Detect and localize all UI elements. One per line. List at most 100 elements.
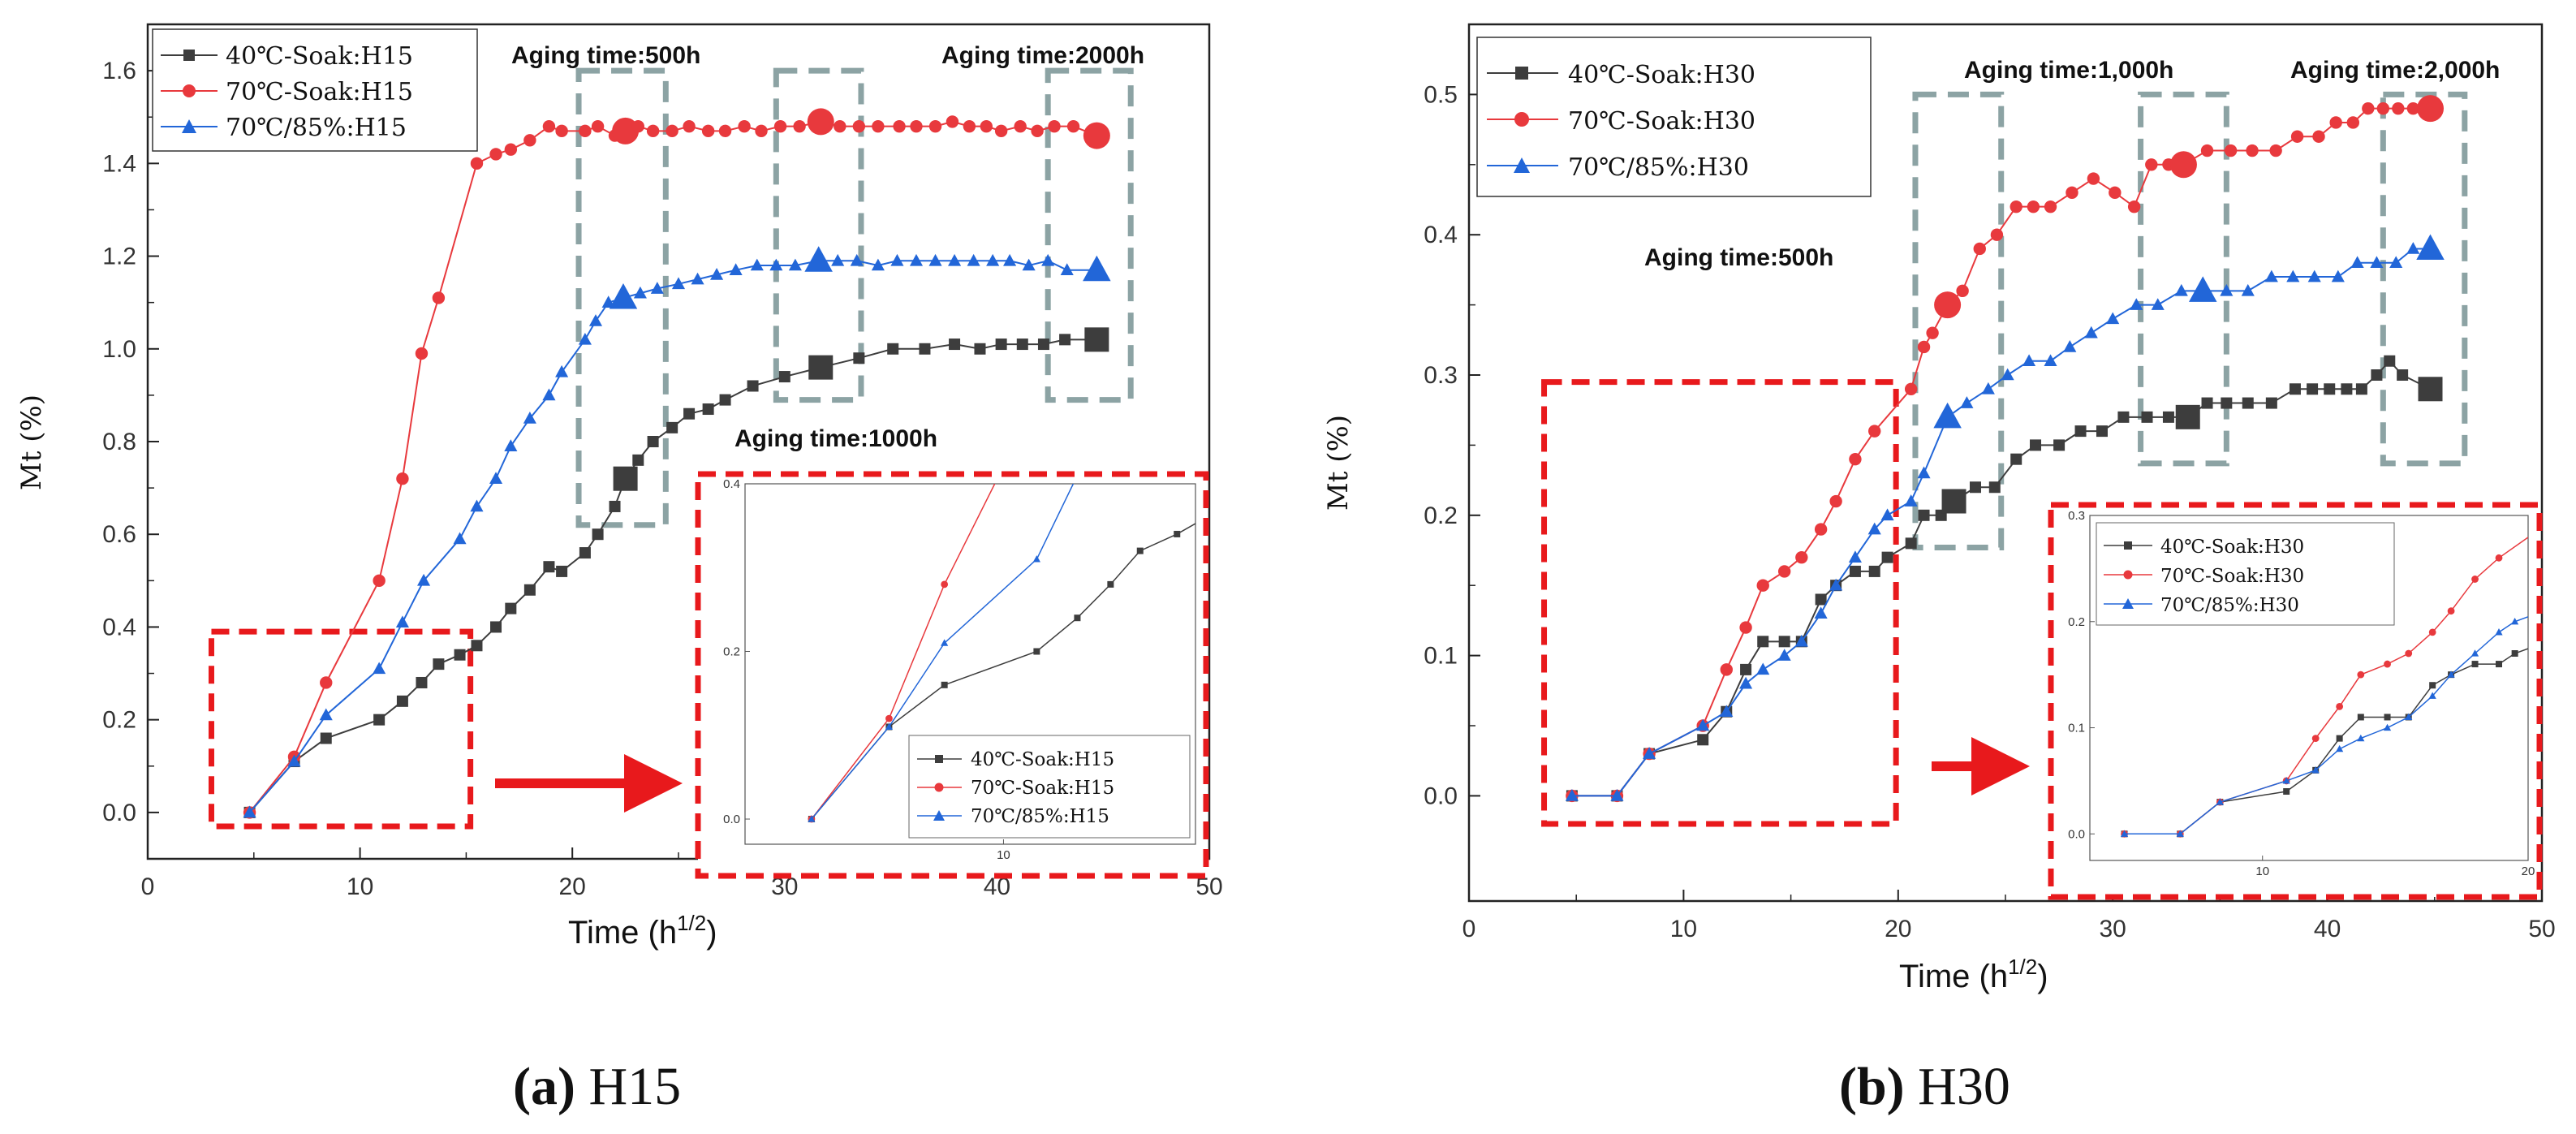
data-point-marker xyxy=(2022,354,2036,367)
panel-a-x-axis-label: Time (h1/2) xyxy=(568,911,717,951)
aging-time-box xyxy=(1912,91,2005,551)
inset-y-tick-label: 0.0 xyxy=(2068,827,2085,841)
data-point-marker xyxy=(666,124,678,138)
inset-data-point xyxy=(2383,723,2392,731)
data-point-marker xyxy=(2290,130,2304,143)
aging-time-box xyxy=(575,67,669,528)
inset-data-point xyxy=(2384,660,2391,668)
inset-data-point xyxy=(2428,692,2436,699)
data-point-marker xyxy=(592,528,604,541)
data-point-marker xyxy=(1720,705,1734,718)
data-point-marker xyxy=(1757,636,1769,648)
aging-point-marker xyxy=(1083,255,1111,282)
data-point-marker xyxy=(1740,663,1752,675)
legend-marker-circle xyxy=(183,84,196,97)
data-point-marker xyxy=(556,565,568,577)
data-point-marker xyxy=(2346,116,2360,129)
aging-point-marker xyxy=(609,282,638,309)
data-point-marker xyxy=(750,258,764,271)
data-point-marker xyxy=(2084,326,2098,338)
data-point-marker xyxy=(415,347,429,360)
panel-a-inset-frame xyxy=(744,483,1196,845)
data-point-marker xyxy=(1956,284,1969,298)
aging-point-marker xyxy=(2175,404,2200,429)
inset-data-point xyxy=(885,714,893,722)
aging-point-marker xyxy=(804,246,833,272)
data-point-marker xyxy=(980,119,993,133)
panel-b-legend-label-1: 40℃-Soak:H30 xyxy=(1568,61,1755,89)
legend-marker-square xyxy=(183,50,195,61)
data-point-marker xyxy=(1981,382,1995,395)
y-tick-label: 1.0 xyxy=(102,336,136,363)
inset-data-point xyxy=(2336,702,2344,710)
data-point-marker xyxy=(948,253,962,266)
data-point-marker xyxy=(2201,397,2213,409)
data-point-marker xyxy=(1014,119,1027,133)
data-point-marker xyxy=(2027,200,2040,213)
inset-data-point xyxy=(2496,661,2502,668)
x-tick-label: 10 xyxy=(1670,916,1697,942)
panel-a-caption: (a) H15 xyxy=(513,1057,681,1116)
inset-data-point xyxy=(1074,212,1081,219)
data-point-marker xyxy=(974,343,986,355)
x-tick-label: 20 xyxy=(1885,916,1911,942)
data-point-marker xyxy=(489,472,503,484)
aging-point-marker xyxy=(1933,402,1962,429)
data-point-marker xyxy=(1868,565,1880,577)
y-tick-label: 0.3 xyxy=(1424,362,1458,389)
data-point-marker xyxy=(1037,338,1049,351)
data-point-marker xyxy=(1868,425,1881,438)
inset-data-point xyxy=(2336,735,2343,742)
panel-b-y-ticks: 0.0 0.1 0.2 0.3 0.4 0.5 xyxy=(1424,81,1480,809)
zoom-region-box xyxy=(208,628,474,830)
panel-a-inset-legend-label-3: 70℃/85%:H15 xyxy=(971,806,1109,827)
inset-data-point xyxy=(2311,766,2320,774)
data-point-marker xyxy=(946,115,959,128)
aging-point-marker xyxy=(2417,95,2445,123)
data-point-marker xyxy=(2397,369,2409,381)
x-tick-label: 30 xyxy=(2100,916,2126,942)
data-point-marker xyxy=(1917,466,1931,479)
inset-data-point xyxy=(1237,481,1243,487)
inset-data-point xyxy=(2447,607,2455,615)
inset-data-point xyxy=(2511,650,2518,657)
inset-data-point xyxy=(2557,490,2564,498)
data-point-marker xyxy=(1739,676,1753,689)
panel-a-legend-label-3: 70℃/85%:H15 xyxy=(226,114,407,142)
panel-b-inset-frame xyxy=(2089,515,2529,861)
data-point-marker xyxy=(2053,439,2066,451)
inset-series-line xyxy=(2124,616,2528,835)
data-point-marker xyxy=(1814,523,1828,536)
inset-y-tick-label: 0.3 xyxy=(2068,509,2085,523)
data-point-marker xyxy=(2406,101,2420,115)
inset-y-tick-label: 0.2 xyxy=(723,645,740,659)
data-point-marker xyxy=(2362,101,2375,115)
data-point-marker xyxy=(320,676,333,689)
data-point-marker xyxy=(928,253,942,266)
data-point-marker xyxy=(1904,382,1918,395)
data-point-marker xyxy=(1960,396,1974,408)
inset-data-point xyxy=(2336,744,2344,752)
data-point-marker xyxy=(1643,747,1656,759)
data-point-marker xyxy=(2151,298,2165,310)
data-point-marker xyxy=(853,352,865,364)
inset-data-point xyxy=(1033,648,1040,655)
data-point-marker xyxy=(701,124,715,138)
data-point-marker xyxy=(769,258,783,271)
data-point-marker xyxy=(650,282,664,294)
data-point-marker xyxy=(1565,789,1579,801)
data-point-marker xyxy=(1849,565,1861,577)
data-point-marker xyxy=(995,338,1007,351)
data-point-marker xyxy=(2127,200,2141,213)
data-point-marker xyxy=(2329,116,2342,129)
aging-point-marker xyxy=(613,466,638,491)
data-point-marker xyxy=(1777,565,1791,578)
inset-data-point xyxy=(2384,714,2391,721)
data-point-marker xyxy=(1720,663,1733,676)
panel-b-annotation-2000h: Aging time:2,000h xyxy=(2290,57,2500,84)
data-point-marker xyxy=(683,407,696,420)
data-point-marker xyxy=(773,119,787,133)
data-point-marker xyxy=(1756,662,1770,675)
data-point-marker xyxy=(373,662,386,675)
data-point-marker xyxy=(395,615,409,628)
